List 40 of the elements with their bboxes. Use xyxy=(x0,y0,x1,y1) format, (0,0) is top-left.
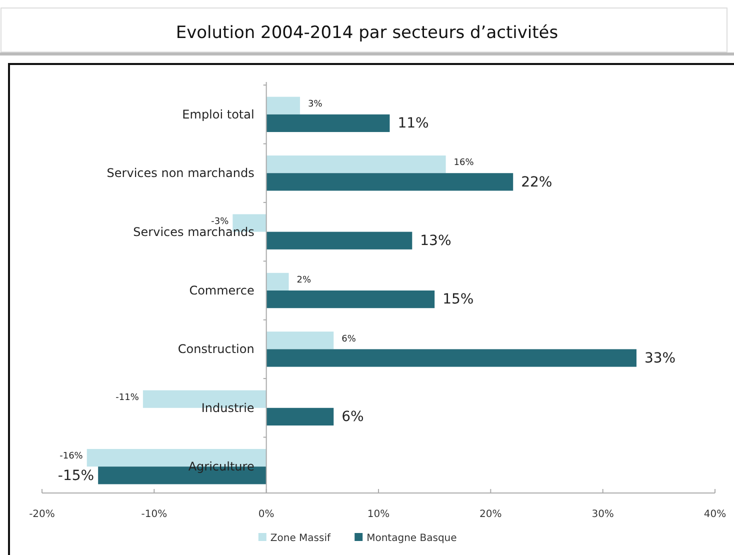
bar xyxy=(266,332,334,350)
x-tick-label: 0% xyxy=(258,509,274,520)
x-tick-label: -20% xyxy=(29,509,55,520)
x-tick-label: 10% xyxy=(367,509,390,520)
x-tick-label: 30% xyxy=(592,509,614,520)
data-label: 6% xyxy=(342,334,356,344)
y-tick-label: Emploi total xyxy=(182,107,254,122)
legend-label: Zone Massif xyxy=(270,533,331,544)
x-tick-label: 40% xyxy=(704,509,726,520)
y-tick-label: Services marchands xyxy=(133,224,254,239)
data-label: 2% xyxy=(296,276,312,286)
y-tick-label: Industrie xyxy=(201,400,254,415)
y-tick-label: Services non marchands xyxy=(106,166,254,180)
bar xyxy=(266,114,390,132)
data-label: 6% xyxy=(342,409,364,426)
data-label: -15% xyxy=(58,468,94,484)
bar xyxy=(266,232,412,250)
data-label: 13% xyxy=(420,233,452,250)
legend-label: Montagne Basque xyxy=(366,533,457,544)
x-tick-label: 20% xyxy=(480,509,502,520)
chart-title: Evolution 2004-2014 par secteurs d’activités xyxy=(176,23,558,43)
data-label: -11% xyxy=(116,392,140,403)
data-label: 11% xyxy=(398,116,429,132)
data-label: 15% xyxy=(442,292,474,308)
bar xyxy=(266,290,435,308)
data-label: 22% xyxy=(521,174,552,190)
bar xyxy=(266,173,514,191)
data-label: 33% xyxy=(644,350,676,366)
bar xyxy=(266,96,300,114)
bar xyxy=(266,408,334,426)
bar xyxy=(266,156,446,174)
y-tick-label: Commerce xyxy=(189,284,254,298)
data-label: -3% xyxy=(211,216,230,227)
data-label: -16% xyxy=(60,452,84,462)
y-tick-label: Construction xyxy=(178,342,254,356)
data-label: 3% xyxy=(308,99,323,110)
bar xyxy=(266,349,636,367)
x-tick-label: -10% xyxy=(141,509,168,520)
bar xyxy=(266,272,289,290)
data-label: 16% xyxy=(454,158,474,168)
